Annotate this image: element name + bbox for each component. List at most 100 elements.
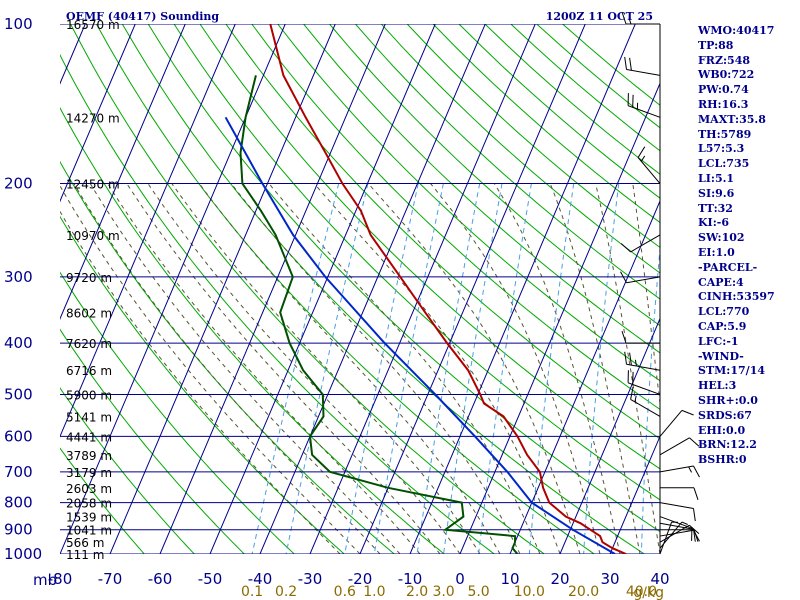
- wind-barb: [659, 516, 693, 541]
- index-item: EI:1.0: [698, 245, 735, 259]
- wind-barb: [659, 465, 700, 478]
- dry-adiabat-line: [380, 24, 660, 274]
- height-label: 2058 m: [66, 497, 112, 511]
- height-label: 8602 m: [66, 306, 112, 320]
- pressure-tick-label: 100: [4, 15, 33, 33]
- index-item: LCL:770: [698, 305, 750, 319]
- pressure-tick-label: 500: [4, 386, 33, 404]
- wind-barb-shaft: [627, 105, 661, 118]
- pressure-tick-label: 600: [4, 427, 33, 445]
- wind-barb: [659, 522, 696, 542]
- dry-adiabat-line: [60, 107, 445, 554]
- index-item: RH:16.3: [698, 97, 749, 111]
- height-label: 16570 m: [66, 18, 120, 32]
- wind-barb-half-flag: [640, 155, 646, 162]
- wind-barb: [627, 93, 661, 118]
- dry-adiabat-line: [60, 447, 145, 554]
- wind-barb-shaft: [659, 437, 690, 456]
- wind-barbs: [620, 11, 700, 555]
- wind-barb-flag: [637, 146, 646, 158]
- pressure-unit-label: mb: [33, 571, 57, 589]
- index-item: KI:-6: [698, 216, 729, 230]
- wind-barb-flag: [620, 243, 631, 253]
- dry-adiabat-line: [121, 24, 645, 554]
- mixing-ratio-label: 20.0: [568, 584, 599, 600]
- wind-barb: [624, 351, 661, 371]
- wind-barb-shaft: [637, 157, 661, 184]
- wind-barb-flag: [689, 524, 700, 534]
- dry-adiabat-line: [147, 24, 660, 533]
- mixing-ratio-label: 10.0: [514, 584, 545, 600]
- wind-barb-flag: [624, 351, 627, 365]
- mixing-ratio-line: [285, 183, 369, 554]
- wind-barb: [620, 234, 661, 253]
- wind-barb-flag: [621, 330, 627, 344]
- index-item: FRZ:548: [698, 53, 751, 67]
- isotherm-line: [409, 24, 636, 554]
- wind-barb-shaft: [630, 398, 661, 417]
- index-item: L57:5.3: [698, 142, 745, 156]
- wind-barb-shaft: [626, 363, 661, 371]
- isotherm-line: [60, 24, 186, 320]
- index-item: -PARCEL-: [698, 260, 758, 274]
- moist-adiabat-line: [549, 183, 641, 554]
- wind-barb-flag: [629, 57, 632, 71]
- index-item: CAP:5.9: [698, 319, 747, 333]
- isotherm-line: [209, 24, 436, 554]
- dry-adiabat-line: [60, 53, 495, 554]
- index-item: HEL:3: [698, 379, 737, 393]
- mixing-ratio-line: [373, 183, 444, 554]
- moist-adiabat-line: [126, 183, 441, 554]
- wind-barb-flag: [620, 271, 627, 284]
- isotherm-line: [60, 24, 236, 438]
- mixing-ratio-label: 0.6: [334, 584, 356, 600]
- height-label: 566 m: [66, 536, 104, 550]
- isotherm-line: [60, 24, 136, 203]
- index-item: TH:5789: [698, 127, 752, 141]
- axis-labels: 0.1 0.2 0.6 1.0 2.0 3.0 5.0 10.0 20.0 40.01002003…: [4, 15, 670, 600]
- moist-adiabat-line: [367, 183, 581, 554]
- height-label: 14270 m: [66, 111, 120, 125]
- index-item: WMO:40417: [698, 24, 775, 37]
- mixing-ratio-label: 40.0: [626, 584, 657, 600]
- stability-indices-panel: WMO:40417 TP:88 FRZ:548 WB0:722 PW:0.74 RH:16…: [698, 24, 798, 468]
- index-item: SW:102: [698, 231, 745, 245]
- mixing-ratio-label: 0.2: [275, 584, 297, 600]
- isotherm-line: [509, 199, 660, 554]
- index-item: SHR+:0.0: [698, 393, 758, 407]
- temperature-tick-label: 10: [500, 570, 519, 588]
- dry-adiabat-line: [199, 24, 660, 470]
- temperature-tick-label: -70: [98, 570, 123, 588]
- pressure-tick-label: 800: [4, 494, 33, 512]
- wind-barb: [630, 386, 661, 417]
- wind-barb-half-flag: [628, 17, 632, 25]
- height-label: 4441 m: [66, 430, 112, 444]
- wind-barb: [624, 56, 661, 76]
- wind-barb: [659, 529, 699, 542]
- index-item: BRN:12.2: [698, 438, 757, 452]
- wind-barb-half-flag: [634, 395, 637, 403]
- index-item: -WIND-: [698, 349, 744, 363]
- dry-adiabat-line: [60, 215, 345, 554]
- wind-barb-shaft: [627, 382, 661, 395]
- wind-barb-flag: [621, 11, 627, 25]
- dry-adiabat-line: [225, 24, 660, 440]
- index-item: MAXT:35.8: [698, 112, 766, 126]
- mixing-ratio-line: [344, 183, 419, 554]
- dewpoint-profile-line: [239, 75, 519, 554]
- temperature-tick-label: -40: [248, 570, 273, 588]
- wind-barb-half-flag: [681, 521, 688, 525]
- wind-barb: [621, 11, 660, 25]
- index-item: CINH:53597: [698, 290, 775, 304]
- wind-barb-flag: [630, 386, 634, 400]
- isotherm-line: [559, 317, 660, 554]
- wind-barb-half-flag: [688, 466, 693, 473]
- temperature-tick-label: 20: [550, 570, 569, 588]
- wind-barb-flag: [693, 465, 700, 478]
- chart-title: OEMF (40417) Sounding: [66, 10, 219, 23]
- wind-barb: [627, 370, 661, 395]
- mixing-ratio-label: 0.1: [241, 584, 263, 600]
- isotherm-line: [359, 24, 586, 554]
- mixing-ratio-label: 5.0: [467, 584, 489, 600]
- wind-barb-shaft: [626, 276, 661, 284]
